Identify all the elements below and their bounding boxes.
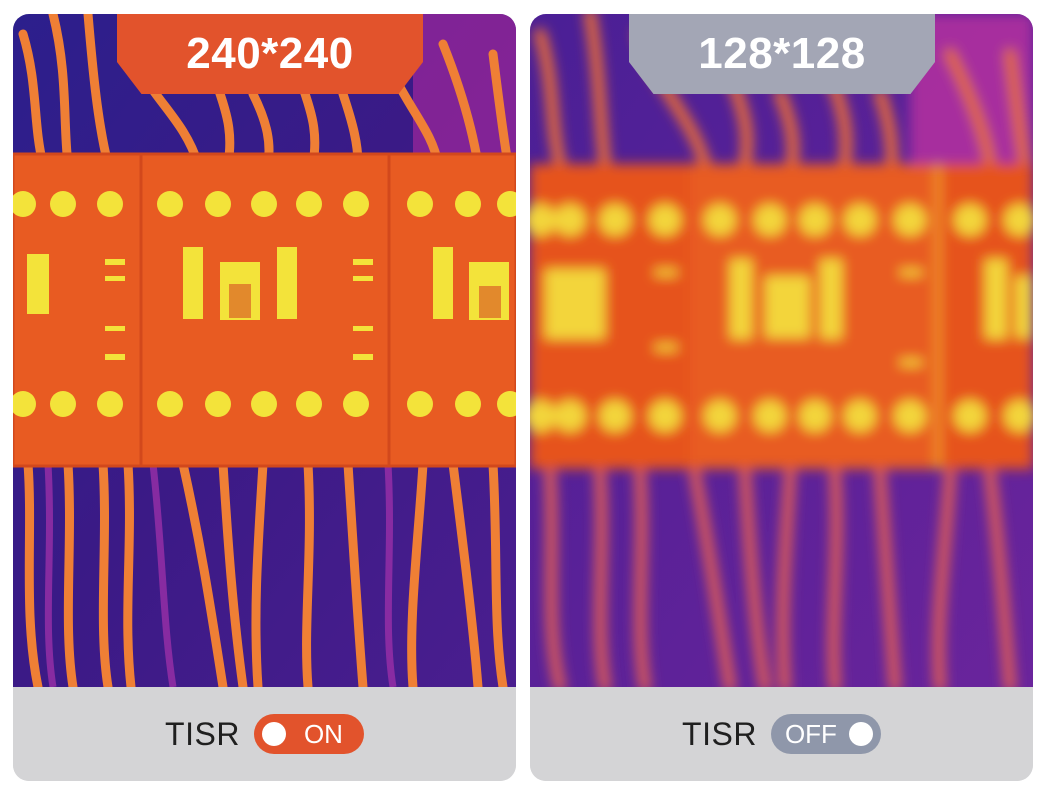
tisr-toggle-on[interactable]: ON (253, 714, 364, 754)
thermal-scene-blurred (530, 14, 1033, 687)
thermal-image-blurry (530, 14, 1033, 687)
toggle-state-label: ON (303, 718, 343, 749)
tisr-label: TISR (165, 715, 240, 752)
panel-tisr-off: 128*128 TISR OFF (530, 14, 1033, 781)
panel-tisr-on: 240*240 TISR ON (13, 14, 516, 781)
tisr-footer: TISR ON (13, 687, 516, 781)
thermal-image-sharp (13, 14, 516, 687)
tisr-label: TISR (682, 715, 757, 752)
resolution-badge: 240*240 (117, 14, 423, 94)
thermal-scene (13, 14, 516, 687)
toggle-state-label: OFF (784, 718, 837, 749)
tisr-footer: TISR OFF (530, 687, 1033, 781)
resolution-badge: 128*128 (629, 14, 935, 94)
tisr-toggle-off[interactable]: OFF (770, 714, 881, 754)
toggle-knob (848, 722, 873, 746)
toggle-knob (261, 722, 286, 746)
